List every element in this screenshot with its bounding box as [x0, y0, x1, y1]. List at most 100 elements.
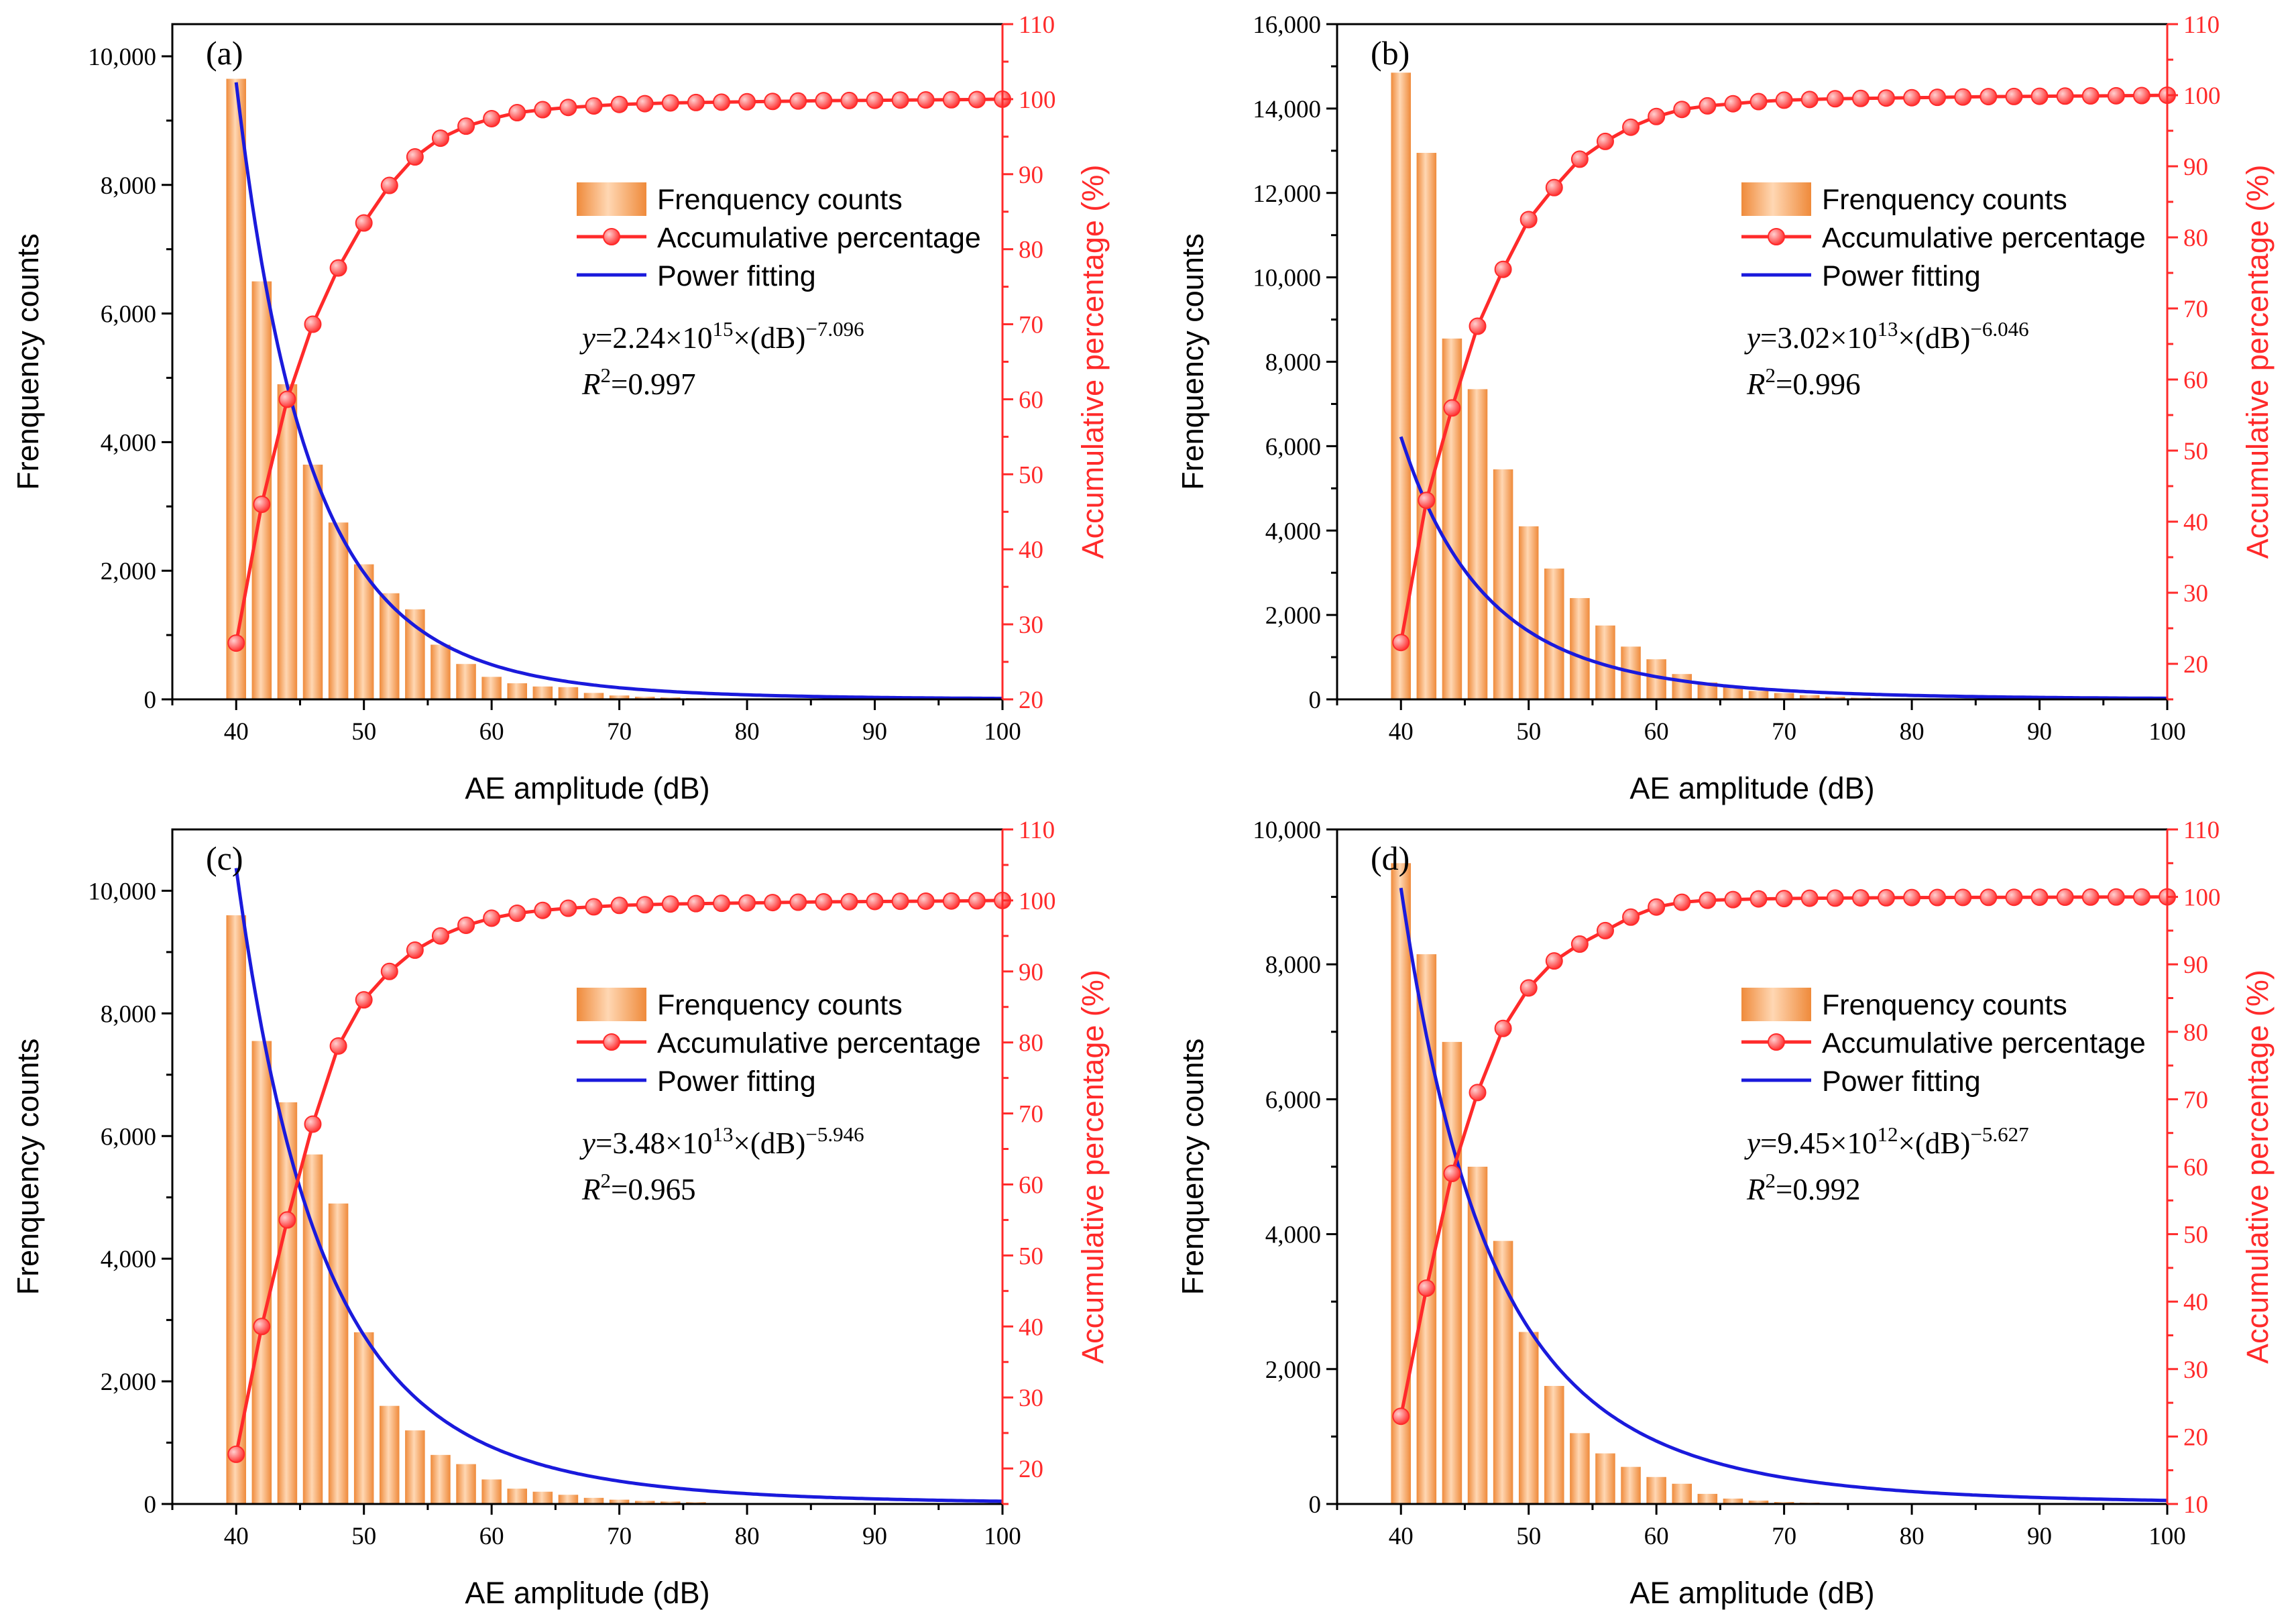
bar: [583, 1497, 604, 1504]
y2-tick-label: 20: [1019, 687, 1043, 714]
y2-tick-label: 60: [2183, 1154, 2208, 1181]
fit-equation: y=9.45×1012×(dB)−5.627: [1744, 1122, 2029, 1160]
accum-point: [1545, 178, 1563, 196]
r2-r: R: [581, 367, 601, 401]
bar: [1621, 1466, 1641, 1504]
bar: [1391, 863, 1411, 1504]
x-tick-label: 40: [1389, 1523, 1414, 1550]
accum-point: [1903, 89, 1921, 107]
bar: [481, 677, 502, 699]
accum-point: [1392, 634, 1410, 652]
accum-point: [1519, 211, 1538, 229]
power-fit-line: [234, 868, 1002, 1503]
accum-point: [764, 894, 782, 912]
accum-point: [380, 176, 398, 194]
y2-tick-label: 60: [1019, 386, 1043, 414]
x-tick-label: 60: [1644, 1523, 1669, 1550]
bar: [1672, 674, 1692, 699]
y-axis-label: Frenquency counts: [11, 1039, 45, 1295]
x-tick-label: 60: [479, 1523, 504, 1550]
y2-axis-label: Accumulative percentage (%): [2240, 970, 2275, 1364]
accum-point: [815, 92, 833, 110]
y2-axis-label: Accumulative percentage (%): [1076, 970, 1110, 1364]
bar: [661, 1501, 681, 1504]
chart-panel-a: 40 50 60 70 80 90 100 0 2,000 4,000 6,000 8,000 10,…: [11, 11, 1110, 805]
y-axis-ticks: 0 2,000 4,000 6,000 8,000 10,000: [88, 44, 172, 714]
accum-point: [636, 896, 654, 914]
bar-series: [226, 78, 706, 700]
r2-r: R: [581, 1173, 601, 1206]
accum-point: [610, 896, 628, 915]
accum-point: [329, 259, 347, 277]
accum-point: [1622, 118, 1640, 136]
eq-pow: −6.046: [1970, 317, 2028, 341]
accum-point: [2005, 888, 2023, 907]
accum-point: [2132, 86, 2150, 105]
legend-accum-label: Accumulative percentage: [657, 1027, 981, 1059]
x-tick-label: 90: [2027, 1523, 2052, 1550]
x-tick-label: 40: [1389, 718, 1414, 746]
accum-point: [917, 91, 935, 109]
bar: [532, 1491, 553, 1504]
y2-tick-label: 20: [2183, 1424, 2208, 1451]
accum-point: [891, 91, 909, 109]
r-squared: R2=0.992: [1746, 1169, 1861, 1206]
bar: [1416, 954, 1437, 1504]
bar: [1391, 72, 1411, 700]
bar: [431, 644, 451, 699]
bar: [1723, 687, 1743, 699]
legend-fit-label: Power fitting: [1822, 1065, 1981, 1098]
bar: [1697, 1493, 1718, 1504]
accum-point: [942, 892, 960, 910]
bar: [634, 697, 655, 699]
x-tick-label: 80: [1900, 1523, 1925, 1550]
r-squared: R2=0.965: [581, 1169, 696, 1206]
bar: [1825, 697, 1845, 699]
bar: [1467, 1167, 1488, 1504]
accum-point: [1826, 90, 1844, 108]
y2-tick-label: 60: [2183, 367, 2208, 394]
y2-tick-label: 110: [2183, 11, 2220, 39]
legend-accum-label: Accumulative percentage: [1822, 1027, 2146, 1059]
r2-value: =0.965: [611, 1173, 696, 1206]
accum-point: [866, 892, 884, 911]
accum-point: [508, 104, 526, 122]
eq-coef: =9.45×10: [1760, 1126, 1878, 1160]
y2-tick-label: 70: [2183, 1086, 2208, 1114]
y2-tick-label: 50: [2183, 438, 2208, 465]
legend: Frenquency counts Accumulative percentag…: [577, 182, 981, 292]
bar: [1748, 1500, 1769, 1504]
panel-label: (c): [206, 839, 243, 877]
accum-point: [1877, 89, 1895, 107]
bar: [1544, 568, 1564, 699]
bar: [456, 1464, 476, 1504]
bar: [1544, 1385, 1564, 1504]
accum-point: [1443, 1165, 1461, 1183]
bar: [609, 1499, 630, 1504]
accum-point: [866, 91, 884, 109]
panel-label: (d): [1371, 839, 1410, 877]
y-tick-label: 0: [1309, 687, 1322, 714]
accum-point: [585, 898, 603, 916]
bar: [609, 695, 630, 699]
y-axis-ticks: 0 2,000 4,000 6,000 8,000 10,000 12,000 14,000 1…: [1253, 11, 1337, 714]
accum-point: [968, 892, 986, 910]
y-tick-label: 6,000: [101, 301, 156, 329]
accum-point: [636, 95, 654, 113]
y-tick-label: 8,000: [1265, 349, 1321, 377]
chart-panel-d: 40 50 60 70 80 90 100 0 2,000 4,000 6,000 8,000 10,…: [1175, 817, 2275, 1610]
x-tick-label: 50: [351, 1523, 376, 1550]
y2-axis-label: Accumulative percentage (%): [2240, 165, 2275, 559]
bar: [226, 78, 246, 700]
accum-point: [278, 390, 296, 408]
y2-tick-label: 50: [1019, 461, 1043, 489]
accum-point: [406, 941, 424, 960]
fit-equation: y=2.24×1015×(dB)−7.096: [579, 317, 864, 355]
accum-point: [329, 1037, 347, 1055]
bar: [1672, 1483, 1692, 1504]
y-tick-label: 2,000: [101, 558, 156, 585]
y2-tick-label: 70: [1019, 312, 1043, 339]
x-tick-label: 70: [607, 718, 632, 746]
accum-point: [304, 1115, 322, 1133]
